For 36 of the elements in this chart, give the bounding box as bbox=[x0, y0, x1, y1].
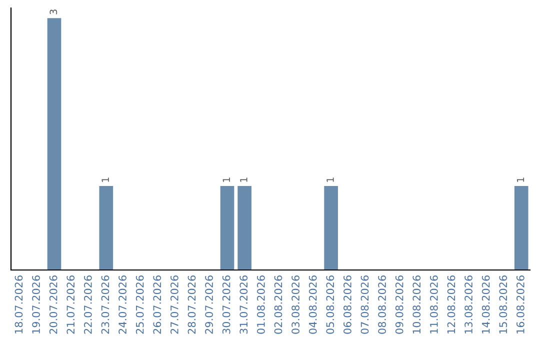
x-tick-label: 14.08.2026 bbox=[482, 276, 490, 334]
x-tick-label: 31.07.2026 bbox=[240, 276, 248, 334]
x-tick-label: 02.08.2026 bbox=[274, 276, 282, 334]
x-tick-label: 23.07.2026 bbox=[101, 276, 110, 334]
x-tick-label: 10.08.2026 bbox=[412, 276, 421, 334]
data-label: 1 bbox=[326, 178, 334, 182]
data-label: 1 bbox=[516, 178, 524, 182]
x-tick-label: 24.07.2026 bbox=[118, 276, 126, 334]
x-tick-label: 20.07.2026 bbox=[49, 276, 58, 334]
x-tick-label: 21.07.2026 bbox=[66, 276, 75, 334]
x-tick-label: 16.08.2026 bbox=[516, 276, 524, 334]
x-tick-label: 12.08.2026 bbox=[447, 276, 456, 334]
x-tick-label: 29.07.2026 bbox=[205, 276, 213, 334]
x-tick-label: 26.07.2026 bbox=[153, 276, 162, 334]
x-tick-label: 25.07.2026 bbox=[136, 276, 144, 334]
data-label: 1 bbox=[102, 178, 109, 182]
x-tick-label: 30.07.2026 bbox=[222, 276, 230, 334]
x-tick-label: 13.08.2026 bbox=[464, 276, 472, 334]
x-tick-label: 15.08.2026 bbox=[499, 276, 508, 334]
x-tick-label: 28.07.2026 bbox=[188, 276, 196, 334]
x-tick-label: 11.08.2026 bbox=[430, 276, 438, 334]
x-tick-label: 01.08.2026 bbox=[256, 276, 265, 334]
x-tick-label: 22.07.2026 bbox=[84, 276, 92, 334]
x-tick-label: 19.07.2026 bbox=[32, 276, 40, 334]
x-tick-label: 18.07.2026 bbox=[14, 276, 23, 334]
x-tick-label: 07.08.2026 bbox=[360, 276, 369, 334]
x-tick-label: 09.08.2026 bbox=[395, 276, 404, 334]
x-tick-label: 04.08.2026 bbox=[308, 276, 317, 334]
data-label: 1 bbox=[240, 178, 248, 182]
x-tick-label: 05.08.2026 bbox=[326, 276, 334, 334]
x-tick-label: 06.08.2026 bbox=[343, 276, 352, 334]
x-tick-label: 27.07.2026 bbox=[170, 276, 178, 334]
x-tick-label: 03.08.2026 bbox=[292, 276, 300, 334]
data-label: 1 bbox=[222, 178, 230, 182]
x-tick-label: 08.08.2026 bbox=[378, 276, 386, 334]
data-label: 3 bbox=[50, 10, 58, 14]
